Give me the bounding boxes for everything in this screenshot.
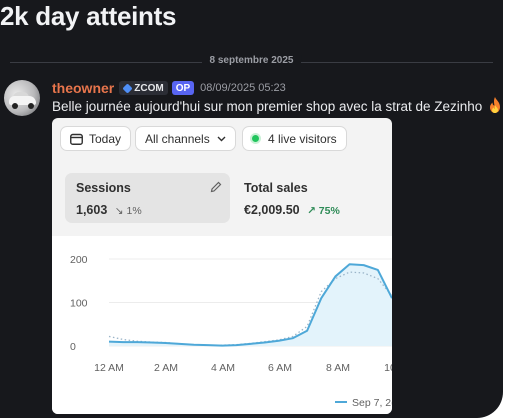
channels-label: All channels bbox=[145, 131, 210, 146]
series-area bbox=[109, 264, 392, 346]
sales-label: Total sales bbox=[244, 181, 308, 195]
divider-date: 8 septembre 2025 bbox=[201, 55, 302, 66]
calendar-icon bbox=[70, 133, 83, 145]
legend-label: Sep 7, 2( bbox=[352, 397, 392, 409]
sessions-delta: ↘ 1% bbox=[114, 205, 142, 217]
live-visitors-button[interactable]: 4 live visitors bbox=[242, 126, 347, 151]
channels-dropdown[interactable]: All channels bbox=[135, 126, 236, 151]
message-content: Belle journée aujourd'hui sur mon premie… bbox=[52, 97, 502, 114]
sessions-chart: 0 100 200 12 AM 2 AM 4 AM 6 AM 8 AM 10 Sep 7, 2( bbox=[52, 236, 392, 414]
avatar-car-body bbox=[9, 96, 36, 105]
date-range-label: Today bbox=[89, 131, 122, 146]
op-badge: OP bbox=[171, 81, 195, 95]
sessions-label: Sessions bbox=[76, 181, 131, 195]
gem-icon bbox=[122, 82, 133, 94]
x-tick-label: 8 AM bbox=[326, 362, 350, 374]
avatar-wheel-rear bbox=[28, 103, 34, 109]
live-dot-icon bbox=[252, 135, 259, 142]
date-range-button[interactable]: Today bbox=[60, 126, 132, 151]
sales-metric[interactable]: Total sales €2,009.50 ↗ 75% bbox=[233, 173, 383, 223]
avatar-car-roof bbox=[13, 92, 29, 99]
chevron-down-icon bbox=[217, 136, 226, 141]
sessions-metric[interactable]: Sessions 1,603 ↘ 1% bbox=[65, 173, 230, 223]
avatar[interactable] bbox=[4, 80, 40, 116]
series-line-current bbox=[108, 263, 392, 347]
sales-value: €2,009.50 bbox=[244, 203, 300, 217]
sales-value-row: €2,009.50 ↗ 75% bbox=[244, 203, 340, 217]
pencil-icon[interactable] bbox=[210, 181, 222, 193]
thread-title: 2k day atteints bbox=[0, 1, 177, 31]
sales-delta: ↗ 75% bbox=[307, 205, 340, 217]
x-tick-label: 12 AM bbox=[94, 362, 124, 374]
x-tick-label: 10 bbox=[384, 362, 392, 374]
message-text: Belle journée aujourd'hui sur mon premie… bbox=[52, 99, 483, 114]
x-tick-label: 6 AM bbox=[268, 362, 292, 374]
x-tick-label: 4 AM bbox=[211, 362, 235, 374]
fire-icon bbox=[490, 97, 501, 113]
message-timestamp: 08/09/2025 05:23 bbox=[200, 82, 286, 94]
live-visitors-label: 4 live visitors bbox=[268, 131, 337, 146]
sessions-value: 1,603 bbox=[76, 203, 108, 217]
server-tag[interactable]: ZCOM bbox=[119, 81, 168, 95]
message-header: theowner ZCOM OP 08/09/2025 05:23 bbox=[52, 80, 286, 96]
y-tick-label: 200 bbox=[70, 254, 88, 266]
y-tick-label: 100 bbox=[70, 298, 88, 310]
server-tag-label: ZCOM bbox=[134, 82, 164, 94]
username[interactable]: theowner bbox=[52, 80, 115, 96]
date-divider: 8 septembre 2025 bbox=[0, 55, 503, 69]
analytics-screenshot: Today All channels 4 live visitors Sessi… bbox=[52, 118, 392, 414]
x-tick-label: 2 AM bbox=[154, 362, 178, 374]
y-tick-label: 0 bbox=[70, 341, 76, 353]
avatar-wheel-front bbox=[12, 103, 18, 109]
sessions-value-row: 1,603 ↘ 1% bbox=[76, 203, 142, 217]
